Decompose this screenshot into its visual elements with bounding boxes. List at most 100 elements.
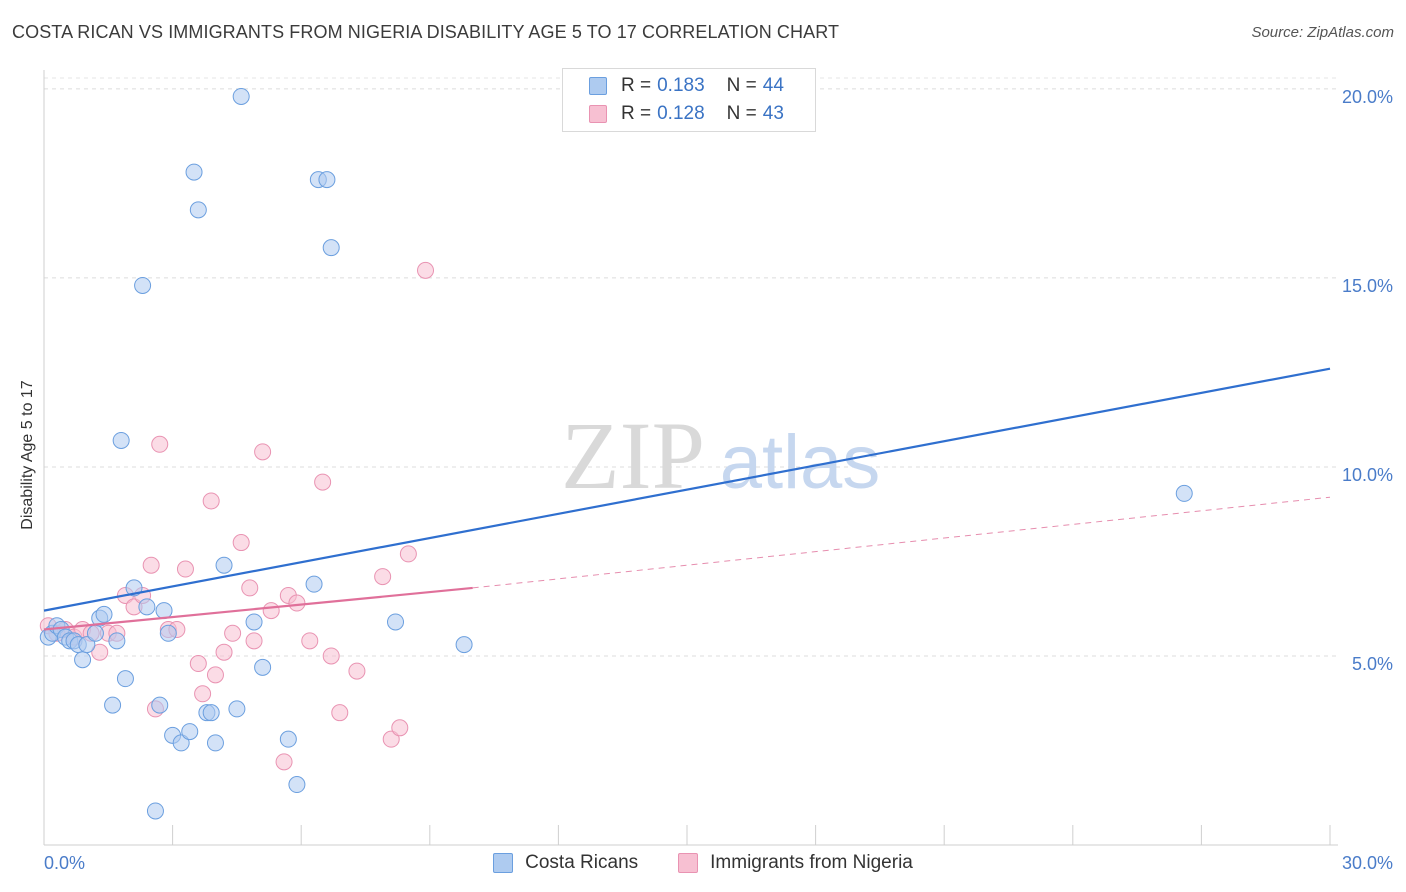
nigeria-point [254, 443, 272, 461]
nigeria-point [275, 753, 293, 771]
nigeria-point [206, 666, 224, 684]
nigeria-point [391, 719, 409, 737]
costa-rican-point [288, 776, 306, 794]
series-nigeria-points [39, 261, 435, 771]
costa-rican-point [138, 598, 156, 616]
series-costa-rican-points [39, 87, 1193, 820]
trendline-costa-ricans [43, 367, 1331, 612]
nigeria-point [262, 602, 280, 620]
nigeria-point [189, 655, 207, 673]
nigeria-point [399, 545, 417, 563]
chart-title: COSTA RICAN VS IMMIGRANTS FROM NIGERIA D… [12, 22, 840, 42]
nigeria-point [202, 492, 220, 510]
costa-rican-point [181, 723, 199, 741]
nigeria-point [215, 643, 233, 661]
nigeria-point [314, 473, 332, 491]
y-tick-label: 5.0% [1352, 654, 1393, 674]
nigeria-point [176, 560, 194, 578]
costa-rican-point [104, 696, 122, 714]
tick-labels: 5.0% 10.0% 15.0% 20.0% 0.0% 30.0% [44, 87, 1393, 873]
costa-rican-point [206, 734, 224, 752]
costa-rican-point [322, 239, 340, 257]
legend-item-costa-ricans: Costa Ricans [493, 852, 638, 874]
legend-swatch-blue [493, 853, 514, 873]
costa-rican-point [279, 730, 297, 748]
legend-row-costa-ricans: R = 0.183 N = 44 [589, 74, 784, 98]
nigeria-point [241, 579, 259, 597]
trendlines [43, 367, 1331, 631]
costa-rican-point [232, 87, 250, 105]
nigeria-point [142, 556, 160, 574]
legend-row-nigeria: R = 0.128 N = 43 [589, 102, 784, 126]
axes [43, 70, 1338, 846]
legend-r-value: 0.128 [657, 103, 705, 124]
costa-rican-point [146, 802, 164, 820]
costa-rican-point [202, 704, 220, 722]
costa-rican-point [228, 700, 246, 718]
costa-rican-point [185, 163, 203, 181]
legend-n-label: N = [726, 75, 757, 96]
nigeria-point [194, 685, 212, 703]
x-tick-label: 30.0% [1342, 853, 1393, 873]
y-tick-label: 15.0% [1342, 276, 1393, 296]
legend-r-label: R = [621, 103, 652, 124]
nigeria-point [224, 624, 242, 642]
source-credit: Source: ZipAtlas.com [1251, 24, 1394, 41]
nigeria-point [288, 594, 306, 612]
legend-swatch-blue [589, 77, 607, 95]
legend-n-value: 43 [762, 103, 784, 124]
costa-rican-point [134, 276, 152, 294]
legend-label-costa-ricans: Costa Ricans [525, 852, 639, 873]
costa-rican-point [74, 651, 92, 669]
costa-rican-point [1175, 484, 1193, 502]
costa-rican-point [155, 602, 173, 620]
costa-rican-point [86, 624, 104, 642]
costa-rican-point [112, 431, 130, 449]
legend-swatch-pink [589, 105, 607, 123]
costa-rican-point [159, 624, 177, 642]
legend-r-value: 0.183 [657, 75, 705, 96]
nigeria-point [348, 662, 366, 680]
legend-item-nigeria: Immigrants from Nigeria [678, 852, 913, 874]
watermark-zip: ZIP [561, 402, 705, 509]
legend-n-label: N = [726, 103, 757, 124]
x-tick-label: 0.0% [44, 853, 85, 873]
nigeria-point [91, 643, 109, 661]
costa-rican-point [108, 632, 126, 650]
costa-rican-point [245, 613, 263, 631]
y-tick-label: 10.0% [1342, 465, 1393, 485]
costa-rican-point [78, 636, 96, 654]
costa-rican-point [172, 734, 190, 752]
costa-rican-point [151, 696, 169, 714]
nigeria-point [232, 534, 250, 552]
costa-rican-point [215, 556, 233, 574]
costa-rican-point [305, 575, 323, 593]
watermark-atlas: atlas [720, 420, 881, 505]
y-tick-label: 20.0% [1342, 87, 1393, 107]
nigeria-point [301, 632, 319, 650]
costa-rican-point [318, 171, 336, 189]
trendline-nigeria [43, 586, 473, 631]
nigeria-point [151, 435, 169, 453]
nigeria-point [374, 568, 392, 586]
nigeria-point [322, 647, 340, 665]
costa-rican-point [189, 201, 207, 219]
costa-rican-point [116, 670, 134, 688]
costa-rican-point [254, 658, 272, 676]
legend-n-value: 44 [762, 75, 784, 96]
legend-label-nigeria: Immigrants from Nigeria [710, 852, 913, 873]
nigeria-point [245, 632, 263, 650]
gridlines [44, 77, 1338, 657]
nigeria-point [382, 730, 400, 748]
series-legend: Costa Ricans Immigrants from Nigeria [0, 852, 1406, 874]
costa-rican-point [455, 636, 473, 654]
trendline-nigeria-projection [472, 496, 1331, 589]
nigeria-point [417, 261, 435, 279]
legend-r-label: R = [621, 75, 652, 96]
correlation-legend: R = 0.183 N = 44 R = 0.128 N = 43 [562, 68, 816, 132]
legend-swatch-pink [678, 853, 699, 873]
costa-rican-point [387, 613, 405, 631]
watermark: ZIP atlas [561, 402, 880, 509]
nigeria-point [331, 704, 349, 722]
